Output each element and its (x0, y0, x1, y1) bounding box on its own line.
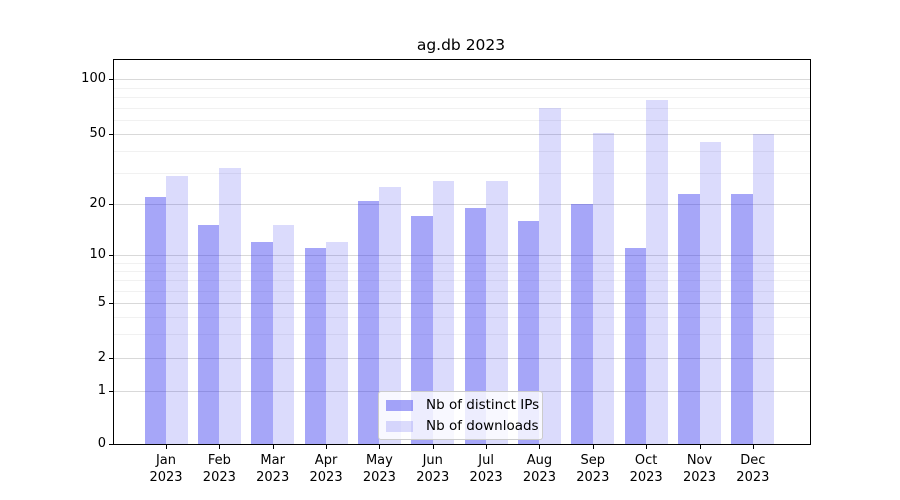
bar-downloads (379, 187, 401, 444)
gridline-minor (114, 107, 810, 109)
legend-label-distinct-ips: Nb of distinct IPs (426, 397, 540, 413)
x-tick-mark (272, 445, 274, 449)
bar-downloads (752, 134, 775, 444)
bar-distinct-ips (304, 248, 327, 444)
x-tick-label: Feb 2023 (202, 453, 236, 485)
bar-downloads (432, 181, 455, 444)
bar-distinct-ips (517, 220, 540, 444)
gridline-minor (114, 151, 810, 153)
bar-distinct-ips (411, 216, 433, 444)
gridline-minor (114, 270, 810, 272)
x-tick-label: May 2023 (362, 453, 396, 485)
y-tick-mark (109, 303, 113, 305)
x-tick-label: Apr 2023 (309, 453, 343, 485)
gridline-minor (114, 280, 810, 281)
x-tick-mark (539, 445, 541, 449)
gridline-minor (114, 173, 810, 175)
bar-downloads (272, 225, 295, 444)
gridline-minor (114, 87, 810, 89)
x-tick-mark (486, 445, 488, 449)
y-tick-mark (109, 391, 113, 392)
bar-distinct-ips (678, 193, 700, 444)
gridline-major (114, 134, 810, 136)
y-tick-mark (109, 79, 113, 81)
x-tick-label: Jan 2023 (149, 453, 183, 485)
bar-distinct-ips (251, 241, 273, 444)
bar-downloads (326, 241, 348, 444)
x-tick-mark (219, 445, 221, 449)
gridline-minor (114, 333, 810, 335)
bar-distinct-ips (357, 200, 380, 444)
y-tick-label: 10 (89, 247, 106, 263)
y-tick-mark (109, 357, 113, 359)
y-tick-mark (109, 255, 113, 257)
gridline-major (114, 204, 810, 206)
bar-distinct-ips (624, 248, 647, 444)
x-tick-mark (592, 445, 594, 449)
x-tick-mark (432, 445, 434, 449)
x-tick-label: Oct 2023 (629, 453, 663, 485)
x-tick-label: Dec 2023 (736, 453, 770, 485)
y-tick-label: 0 (97, 436, 106, 451)
x-tick-mark (699, 445, 701, 449)
y-tick-label: 1 (97, 383, 106, 398)
gridline-minor (114, 262, 810, 264)
y-tick-label: 20 (89, 196, 106, 212)
bar-downloads (219, 168, 241, 444)
y-tick-mark (109, 134, 113, 136)
legend-entry-distinct-ips: Nb of distinct IPs (386, 397, 539, 413)
x-tick-mark (166, 445, 167, 449)
gridline-minor (114, 290, 810, 292)
y-tick-label: 5 (97, 295, 106, 311)
x-tick-mark (379, 445, 381, 449)
y-tick-mark (109, 444, 113, 445)
x-tick-label: Jul 2023 (469, 453, 503, 485)
bar-distinct-ips (731, 193, 753, 444)
x-tick-mark (326, 445, 328, 449)
legend-swatch-distinct-ips (386, 399, 413, 411)
chart-title: ag.db 2023 (416, 36, 506, 54)
gridline-major (114, 255, 810, 257)
y-tick-label: 100 (81, 71, 106, 87)
y-tick-label: 50 (89, 126, 106, 142)
y-tick-label: 2 (97, 349, 106, 365)
x-tick-mark (646, 445, 648, 449)
gridline-minor (114, 97, 810, 99)
x-tick-label: Mar 2023 (256, 453, 290, 485)
gridline-minor (114, 316, 810, 318)
bar-downloads (486, 181, 508, 444)
bar-distinct-ips (144, 197, 166, 444)
bar-distinct-ips (464, 208, 487, 444)
x-tick-label: Jun 2023 (416, 453, 450, 485)
bar-downloads (539, 107, 561, 444)
x-tick-label: Nov 2023 (682, 453, 717, 485)
x-tick-label: Aug 2023 (522, 453, 556, 485)
gridline-major (114, 303, 810, 305)
bar-downloads (646, 100, 668, 444)
bar-distinct-ips (571, 204, 593, 444)
bar-downloads (166, 175, 188, 444)
legend: Nb of distinct IPs Nb of downloads (378, 391, 543, 440)
gridline-major (114, 357, 810, 359)
legend-swatch-downloads (386, 420, 413, 432)
y-tick-mark (109, 204, 113, 206)
x-tick-mark (752, 445, 754, 449)
legend-label-downloads: Nb of downloads (426, 418, 539, 434)
gridline-major (114, 79, 810, 81)
bar-downloads (592, 132, 615, 444)
gridline-minor (114, 119, 810, 121)
x-tick-label: Sep 2023 (576, 453, 610, 485)
plot-area: Jan 2023 Feb 2023 Mar 2023 Apr 2023 May 2023… (81, 59, 811, 485)
bar-downloads (699, 142, 721, 444)
legend-entry-downloads: Nb of downloads (386, 418, 539, 434)
bar-distinct-ips (197, 225, 220, 444)
